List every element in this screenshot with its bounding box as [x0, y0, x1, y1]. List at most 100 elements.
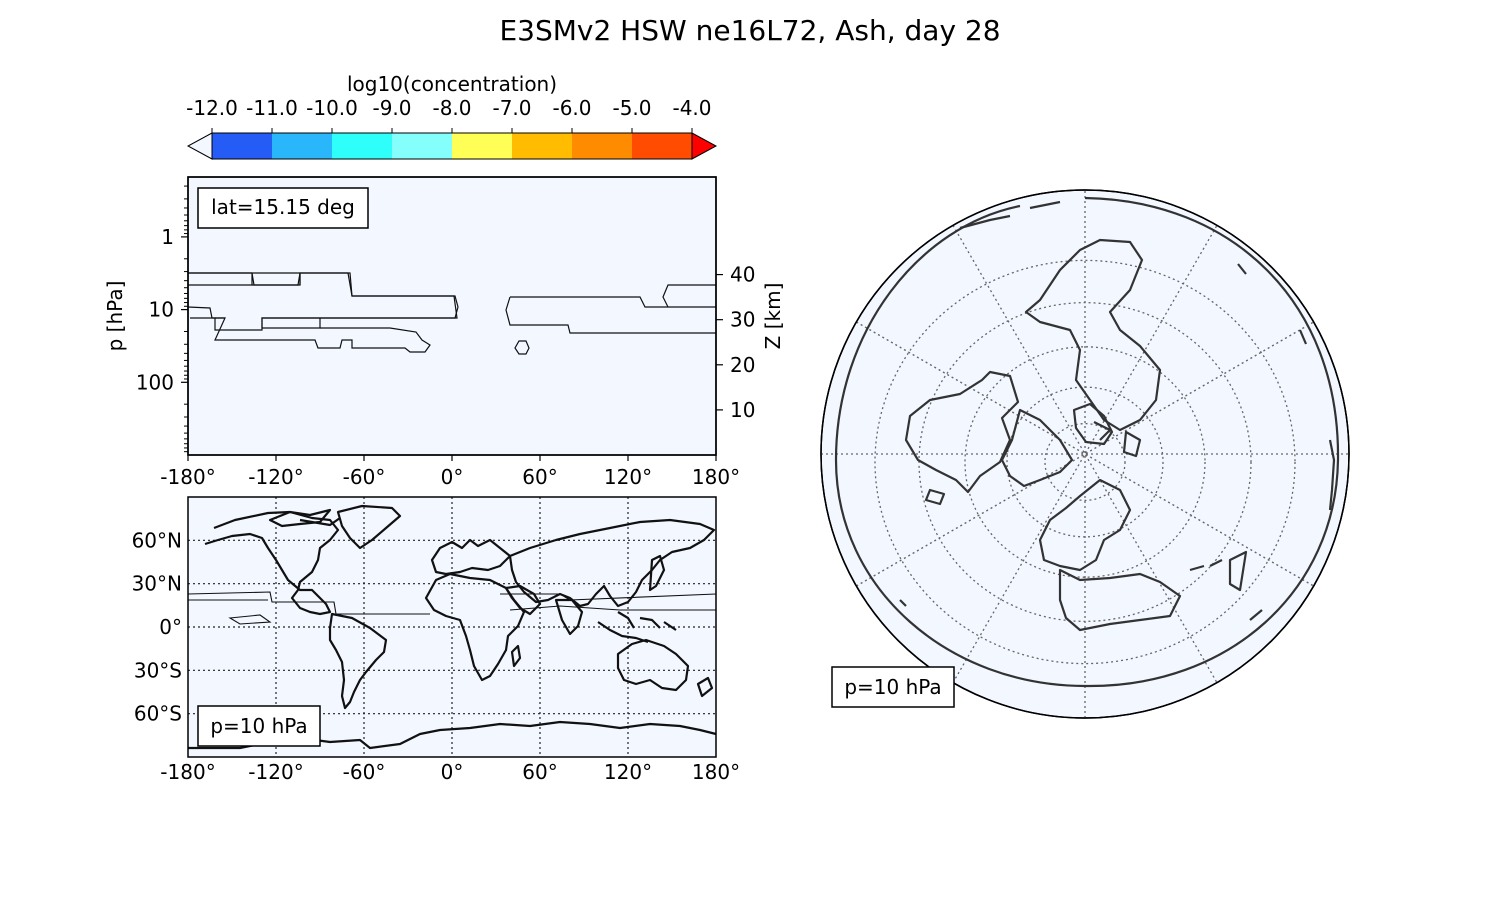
contour-line — [514, 340, 530, 355]
xtick-label: 60° — [522, 760, 557, 784]
xtick-label: -120° — [248, 760, 303, 784]
coastline-new-zealand — [696, 676, 714, 698]
colorbar-segment — [332, 133, 393, 159]
cross-section-ylabel: p [hPa] — [103, 281, 127, 352]
globe-latitude-circle — [1006, 386, 1164, 538]
coastline-greenland — [336, 504, 402, 550]
coastline-fragment — [1189, 559, 1223, 572]
cross-section-contours — [187, 272, 716, 355]
coastline-africa — [424, 572, 526, 682]
colorbar-segment — [512, 133, 573, 159]
coastline-arabia — [504, 584, 542, 616]
xtick-label: 120° — [604, 760, 652, 784]
ytick-label: 60°S — [134, 702, 182, 726]
ytick-label: 60°N — [132, 528, 182, 552]
coastline-europe — [430, 538, 512, 576]
xtick-label: -120° — [248, 465, 303, 489]
latlon-contours — [187, 591, 717, 625]
ytick-label: 1 — [161, 225, 174, 249]
cross-section-xaxis: -180° -120° -60° 0° 60° 120° 180° — [160, 455, 740, 489]
figure-title: E3SMv2 HSW ne16L72, Ash, day 28 — [499, 14, 1000, 47]
colorbar-extend-low — [186, 132, 213, 160]
coastline-asia — [508, 518, 716, 608]
xtick-label: 0° — [441, 760, 464, 784]
colorbar-tick-label: -5.0 — [612, 96, 651, 120]
coastline-south-america-globe — [1058, 568, 1182, 632]
globe-meridian — [856, 321, 1314, 587]
coastline-indonesia — [597, 611, 677, 644]
latlon-gridlines — [188, 497, 716, 757]
coastline-antarctic-rim — [834, 196, 1340, 688]
globe-annotation: p=10 hPa — [844, 675, 941, 699]
y2tick-label: 20 — [730, 353, 755, 377]
ytick-label: 100 — [136, 370, 174, 394]
colorbar-tick-label: -7.0 — [492, 96, 531, 120]
latlon-yaxis: 60°N 30°N 0° 30°S 60°S — [132, 528, 182, 725]
globe-meridian — [856, 321, 1314, 587]
orthographic-map-panel: p=10 hPa — [820, 189, 1350, 719]
coastline-fragment — [959, 214, 1011, 230]
ytick-label: 30°S — [134, 658, 182, 682]
colorbar-tick-label: -4.0 — [672, 96, 711, 120]
globe-latitude-circle — [1044, 422, 1126, 502]
latlon-map-panel: -180° -120° -60° 0° 60° 120° 180° 60°N 30°N 0° 30… — [132, 496, 740, 784]
coastline-fragment — [1328, 439, 1336, 511]
coastline-australia — [616, 638, 690, 692]
latlon-annotation: p=10 hPa — [210, 714, 307, 738]
coastline-fragment — [899, 599, 907, 607]
contour-line — [188, 599, 272, 625]
coastline-north-america — [204, 510, 340, 616]
xtick-label: -180° — [160, 465, 215, 489]
coastline-fragment — [1029, 200, 1061, 210]
contour-line — [188, 272, 458, 329]
globe-meridian — [952, 225, 1218, 683]
colorbar-label: log10(concentration) — [347, 72, 557, 96]
colorbar-segment — [212, 133, 273, 159]
cross-section-y2label: Z [km] — [761, 283, 785, 350]
colorbar-extend-high — [691, 132, 718, 160]
cross-section-annotation-box: lat=15.15 deg — [197, 187, 369, 229]
coastline-south-america — [328, 612, 388, 710]
cross-section-annotation: lat=15.15 deg — [211, 195, 355, 219]
coastline-fragment — [1298, 329, 1308, 345]
globe-coastlines — [834, 196, 1340, 688]
coastline-arctic-cluster — [1072, 402, 1114, 446]
colorbar-tick-label: -6.0 — [552, 96, 591, 120]
coastline-fragment — [1228, 550, 1248, 592]
contour-line — [505, 296, 716, 334]
ytick-label: 30°N — [132, 572, 182, 596]
cross-section-y2axis: 10 20 30 40 — [716, 263, 755, 422]
globe-disc — [820, 189, 1350, 719]
latlon-xaxis: -180° -120° -60° 0° 60° 120° 180° — [160, 760, 740, 784]
xtick-label: 0° — [441, 465, 464, 489]
coastline-arctic-islands — [268, 508, 341, 528]
cross-section-panel: -180° -120° -60° 0° 60° 120° 180° 1 10 100 10 20 3… — [103, 176, 785, 489]
globe-gridlines — [821, 190, 1349, 718]
cross-section-yaxis: 1 10 100 — [136, 185, 188, 453]
colorbar-tick-label: -8.0 — [432, 96, 471, 120]
xtick-label: 180° — [692, 465, 740, 489]
colorbar-tick-label: -9.0 — [372, 96, 411, 120]
contour-line — [214, 317, 431, 353]
xtick-label: 60° — [522, 465, 557, 489]
coastline-japan — [648, 554, 666, 592]
globe-annotation-box: p=10 hPa — [831, 666, 955, 708]
ytick-label: 10 — [149, 298, 174, 322]
y2tick-label: 40 — [730, 263, 755, 287]
xtick-label: -60° — [343, 760, 386, 784]
coastline-africa-globe — [904, 370, 1020, 494]
xtick-label: -60° — [343, 465, 386, 489]
coastline-asia-outer — [1024, 238, 1162, 432]
coastline-americas-globe — [1038, 478, 1132, 572]
contour-line — [509, 605, 716, 611]
xtick-label: 180° — [692, 760, 740, 784]
y2tick-label: 30 — [730, 308, 755, 332]
coastline-greenland-globe — [1122, 430, 1142, 458]
latlon-coastlines — [188, 504, 717, 750]
coastline-madagascar — [510, 644, 522, 668]
ytick-label: 0° — [159, 615, 182, 639]
y2tick-label: 10 — [730, 398, 755, 422]
latlon-annotation-box: p=10 hPa — [197, 705, 321, 747]
contour-line — [510, 296, 716, 308]
